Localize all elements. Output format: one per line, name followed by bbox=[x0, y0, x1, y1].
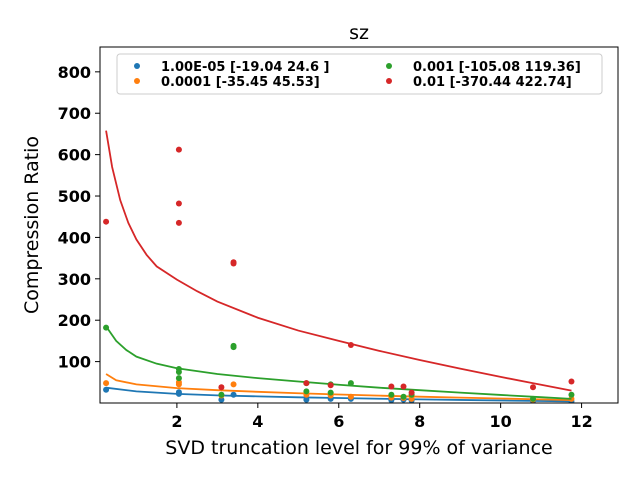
series-3-point bbox=[327, 382, 334, 389]
legend-item-1: 0.0001 [-35.45 45.53] bbox=[134, 75, 320, 90]
y-tick-label: 400 bbox=[58, 228, 91, 247]
legend: 1.00E-05 [-19.04 24.6 ]0.0001 [-35.45 45… bbox=[116, 53, 603, 95]
x-tick-label: 8 bbox=[414, 412, 425, 431]
series-2-point bbox=[347, 380, 354, 387]
series-1-point bbox=[347, 393, 354, 400]
legend-label: 0.0001 [-35.45 45.53] bbox=[161, 75, 320, 90]
x-axis: 2 4 6 8 10 12 bbox=[171, 403, 593, 431]
series-3-point bbox=[388, 383, 395, 390]
series-2-point bbox=[400, 393, 407, 400]
series-0-point bbox=[230, 391, 237, 398]
series-layer bbox=[103, 130, 575, 403]
series-1-point bbox=[230, 381, 237, 388]
x-axis-label: SVD truncation level for 99% of variance bbox=[165, 437, 552, 459]
series-2-point bbox=[388, 391, 395, 398]
series-3-point bbox=[530, 384, 537, 391]
legend-marker bbox=[386, 78, 392, 84]
legend-label: 0.01 [-370.44 422.74] bbox=[413, 75, 572, 90]
legend-label: 0.001 [-105.08 119.36] bbox=[413, 60, 581, 75]
x-tick-label: 4 bbox=[252, 412, 263, 431]
series-3-point bbox=[175, 200, 182, 207]
y-tick-label: 800 bbox=[58, 63, 91, 82]
legend-label: 1.00E-05 [-19.04 24.6 ] bbox=[161, 60, 330, 75]
series-3-point bbox=[175, 146, 182, 153]
series-1-point bbox=[175, 379, 182, 386]
series-2-point bbox=[175, 375, 182, 382]
x-tick-label: 6 bbox=[333, 412, 344, 431]
series-3-fit-line bbox=[105, 130, 572, 392]
series-2-point bbox=[218, 391, 225, 398]
series-2-point bbox=[103, 324, 110, 331]
series-3-point bbox=[230, 260, 237, 267]
series-0-point bbox=[175, 389, 182, 396]
series-1-point bbox=[408, 395, 415, 402]
plot-frame bbox=[99, 46, 619, 404]
series-1-point bbox=[568, 395, 575, 402]
legend-marker bbox=[386, 63, 392, 69]
series-2 bbox=[103, 324, 575, 402]
y-tick-label: 500 bbox=[58, 187, 91, 206]
series-2-fit-line bbox=[105, 325, 572, 400]
series-1-fit-line bbox=[105, 373, 572, 401]
series-2-point bbox=[327, 389, 334, 396]
x-tick-label: 2 bbox=[171, 412, 182, 431]
series-2-point bbox=[303, 388, 310, 395]
series-3-point bbox=[400, 383, 407, 390]
series-3-point bbox=[175, 219, 182, 226]
series-3-point bbox=[103, 218, 110, 225]
x-tick-label: 12 bbox=[570, 412, 592, 431]
legend-frame bbox=[116, 53, 603, 95]
legend-item-2: 0.001 [-105.08 119.36] bbox=[386, 60, 581, 75]
y-tick-label: 600 bbox=[58, 146, 91, 165]
series-0-point bbox=[303, 396, 310, 403]
y-axis-label: Compression Ratio bbox=[21, 136, 43, 314]
y-tick-label: 100 bbox=[58, 353, 91, 372]
chart-title: sz bbox=[349, 22, 369, 44]
series-0-point bbox=[103, 386, 110, 393]
series-3-point bbox=[303, 380, 310, 387]
series-2-point bbox=[175, 366, 182, 373]
legend-marker bbox=[134, 63, 140, 69]
legend-item-3: 0.01 [-370.44 422.74] bbox=[386, 75, 572, 90]
series-2-point bbox=[230, 342, 237, 349]
series-2-point bbox=[530, 395, 537, 402]
series-3-point bbox=[347, 342, 354, 349]
y-tick-label: 300 bbox=[58, 270, 91, 289]
series-3-point bbox=[568, 378, 575, 385]
series-2-point bbox=[568, 391, 575, 398]
legend-item-0: 1.00E-05 [-19.04 24.6 ] bbox=[134, 60, 330, 75]
y-axis: 100 200 300 400 500 600 700 800 bbox=[58, 63, 100, 372]
x-tick-label: 10 bbox=[490, 412, 512, 431]
series-3-point bbox=[218, 384, 225, 391]
series-1-point bbox=[103, 380, 110, 387]
series-3-point bbox=[408, 389, 415, 396]
legend-marker bbox=[134, 78, 140, 84]
y-tick-label: 700 bbox=[58, 104, 91, 123]
series-0-point bbox=[218, 396, 225, 403]
y-tick-label: 200 bbox=[58, 311, 91, 330]
series-3 bbox=[103, 130, 575, 396]
